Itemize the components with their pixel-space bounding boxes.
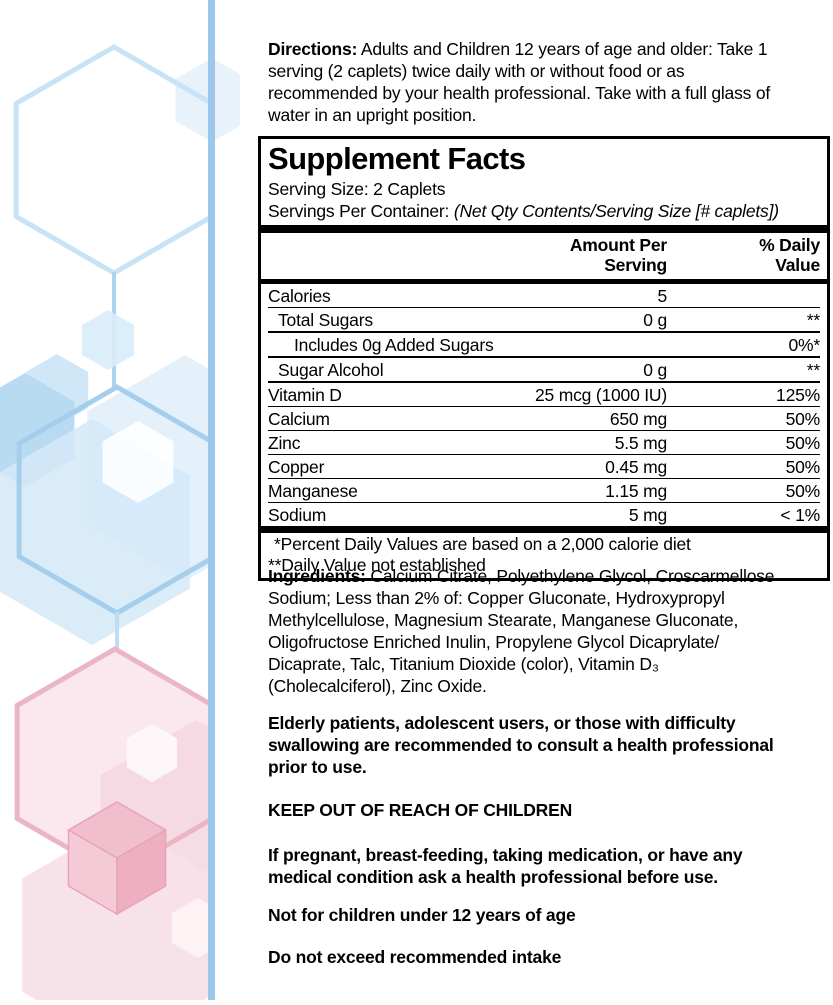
warning-elderly: Elderly patients, adolescent users, or t…: [268, 713, 774, 777]
nutrient-daily-value: 50%: [785, 432, 821, 453]
nutrient-amount: 5: [657, 285, 667, 306]
nutrient-amount: 5 mg: [628, 504, 667, 525]
nutrient-label: Total Sugars: [278, 309, 373, 330]
hexagon-art: [0, 0, 249, 1000]
thick-divider-bar: [261, 526, 827, 533]
nutrient-daily-value: 50%: [785, 480, 821, 501]
nutrient-daily-value: 50%: [785, 408, 821, 429]
servings-per-container: Servings Per Container: (Net Qty Content…: [268, 200, 820, 222]
serving-size: Serving Size: 2 Caplets: [268, 179, 446, 199]
nutrient-label: Calories: [268, 285, 331, 306]
nutrient-amount: 0 g: [643, 309, 667, 330]
nutrient-amount: 5.5 mg: [614, 432, 668, 453]
servings-italic-note: (Net Qty Contents/Serving Size [# caplet…: [453, 201, 779, 221]
nutrient-amount: 650 mg: [609, 408, 667, 429]
nutrient-daily-value: **: [806, 359, 820, 380]
ingredients-paragraph: Ingredients: Calcium Citrate, Polyethyle…: [268, 565, 830, 697]
supplement-facts-title: Supplement Facts: [268, 141, 526, 176]
nutrient-table: Calories 5 Total Sugars 0 g ** Includes …: [268, 284, 820, 526]
footnote-daily-value: **Daily Value not established: [268, 555, 486, 575]
ingredients-text: Calcium Citrate, Polyethylene Glycol, Cr…: [268, 566, 775, 696]
table-row: Vitamin D 25 mcg (1000 IU) 125%: [268, 381, 820, 406]
nutrient-daily-value: 0%*: [788, 334, 820, 355]
column-header-daily-value: % Daily Value: [759, 235, 820, 275]
table-row: Calories 5: [268, 284, 820, 307]
servings-prefix: Servings Per Container:: [268, 201, 454, 221]
table-header: Amount Per Serving % Daily Value: [268, 233, 820, 278]
nutrient-label: Sugar Alcohol: [278, 359, 384, 380]
directions-paragraph: Directions: Adults and Children 12 years…: [268, 38, 830, 126]
nutrient-daily-value: 50%: [785, 456, 821, 477]
nutrient-amount: 25 mcg (1000 IU): [535, 384, 667, 405]
vertical-divider-line: [208, 0, 215, 1000]
hexagon-small-blue: [82, 310, 134, 370]
supplement-facts-panel: Supplement Facts Serving Size: 2 Caplets…: [258, 136, 830, 581]
nutrient-amount: 1.15 mg: [605, 480, 667, 501]
nutrient-label: Calcium: [268, 408, 330, 429]
nutrient-label: Includes 0g Added Sugars: [294, 334, 494, 355]
nutrient-label: Copper: [268, 456, 325, 477]
warning-do-not-exceed: Do not exceed recommended intake: [268, 947, 562, 967]
thick-divider-bar: [261, 225, 827, 233]
nutrient-label: Vitamin D: [268, 384, 342, 405]
nutrient-label: Manganese: [268, 480, 358, 501]
nutrient-amount: 0.45 mg: [605, 456, 667, 477]
table-row: Sodium 5 mg < 1%: [268, 502, 820, 526]
nutrient-label: Zinc: [268, 432, 301, 453]
column-header-amount: Amount Per Serving: [569, 235, 667, 275]
table-row: Copper 0.45 mg 50%: [268, 454, 820, 478]
medium-divider-bar: [261, 279, 827, 284]
table-row: Includes 0g Added Sugars 0%*: [268, 331, 820, 356]
warning-not-for-children: Not for children under 12 years of age: [268, 905, 576, 925]
table-row: Sugar Alcohol 0 g **: [268, 356, 820, 381]
nutrient-label: Sodium: [268, 504, 327, 525]
warning-pregnant: If pregnant, breast-feeding, taking medi…: [268, 845, 743, 887]
hexagon-white-blue: [102, 421, 174, 503]
nutrient-daily-value: [667, 286, 820, 306]
ingredients-label: Ingredients:: [268, 566, 366, 586]
table-row: Total Sugars 0 g **: [268, 307, 820, 331]
nutrient-amount: 0 g: [643, 359, 667, 380]
cube-right-face: [116, 828, 167, 916]
nutrient-daily-value: < 1%: [780, 504, 820, 525]
nutrient-daily-value: 125%: [776, 384, 820, 405]
directions-text: Adults and Children 12 years of age and …: [268, 39, 771, 125]
table-row: Zinc 5.5 mg 50%: [268, 430, 820, 454]
directions-label: Directions:: [268, 39, 358, 59]
warning-keep-out-of-reach: KEEP OUT OF REACH OF CHILDREN: [268, 800, 573, 820]
hexagon-white-pink: [126, 724, 178, 782]
hexagon-white-pink: [172, 898, 215, 958]
footnote-percent-daily-values: *Percent Daily Values are based on a 2,0…: [274, 534, 691, 554]
nutrient-daily-value: **: [806, 309, 820, 330]
table-row: Calcium 650 mg 50%: [268, 406, 820, 430]
table-row: Manganese 1.15 mg 50%: [268, 478, 820, 502]
hexagon-decoration: [0, 0, 249, 1000]
